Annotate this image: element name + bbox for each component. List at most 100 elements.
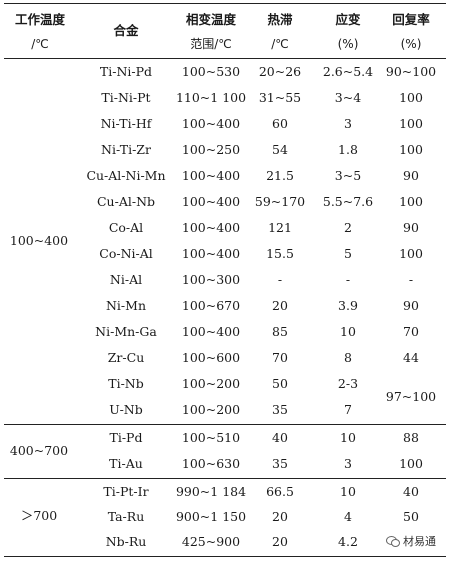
alloy-cell: Nb-Ru <box>105 534 147 549</box>
recovery-cell: 100 <box>399 142 423 157</box>
recovery-cell: 100 <box>399 456 423 471</box>
alloy-cell: Ti-Ni-Pt <box>101 90 151 105</box>
recovery-cell: 40 <box>403 484 419 499</box>
table-row: Ni-Mn-Ga 100~400 85 10 70 <box>0 319 450 345</box>
recovery-cell: 88 <box>403 430 419 445</box>
range-cell: 100~200 <box>181 402 241 417</box>
table-row: Co-Al 100~400 121 2 90 <box>0 215 450 241</box>
range-cell: 100~250 <box>181 142 241 157</box>
hysteresis-cell: 59~170 <box>254 194 306 209</box>
table-row: Ti-Pt-Ir 990~1 184 66.5 10 40 <box>0 479 450 505</box>
recovery-cell: 90 <box>403 220 419 235</box>
strain-cell: 10 <box>340 430 356 445</box>
group-label-over-700: ＞700 <box>20 508 58 523</box>
table-top-rule <box>4 3 446 4</box>
table-row: Ti-Au 100~630 35 3 100 <box>0 451 450 477</box>
strain-cell: 8 <box>344 350 352 365</box>
strain-cell: 1.8 <box>338 142 358 157</box>
range-cell: 100~400 <box>181 194 241 209</box>
header-strain-unit: (%) <box>337 37 359 51</box>
strain-cell: 2.6~5.4 <box>322 64 374 79</box>
range-cell: 100~400 <box>181 246 241 261</box>
hysteresis-cell: 15.5 <box>266 246 294 261</box>
range-cell: 425~900 <box>181 534 241 549</box>
hysteresis-cell: 21.5 <box>266 168 294 183</box>
range-cell: 100~400 <box>181 220 241 235</box>
hysteresis-cell: 35 <box>272 456 288 471</box>
strain-cell: 3 <box>344 456 352 471</box>
recovery-cell: 90~100 <box>385 64 437 79</box>
strain-cell: 4 <box>344 509 352 524</box>
alloy-cell: Ni-Mn <box>105 298 146 313</box>
table-row: Co-Ni-Al 100~400 15.5 5 100 <box>0 241 450 267</box>
recovery-cell: 100 <box>399 116 423 131</box>
alloy-cell: Zr-Cu <box>107 350 145 365</box>
strain-cell: 10 <box>340 484 356 499</box>
range-cell: 100~400 <box>181 116 241 131</box>
header-transition-range-unit: 范围/℃ <box>190 37 232 51</box>
header-working-temp: 工作温度 <box>14 12 65 27</box>
group-label-400-700: 400~700 <box>9 443 69 458</box>
table-row: Ni-Ti-Hf 100~400 60 3 100 <box>0 111 450 137</box>
merged-recovery-cell: 97~100 <box>385 389 437 404</box>
hysteresis-cell: 20 <box>272 534 288 549</box>
strain-cell: 2-3 <box>337 376 359 391</box>
hysteresis-cell: 70 <box>272 350 288 365</box>
range-cell: 100~300 <box>181 272 241 287</box>
recovery-cell: 90 <box>403 298 419 313</box>
table-row: Ti-Ni-Pt 110~1 100 31~55 3~4 100 <box>0 85 450 111</box>
strain-cell: 3 <box>344 116 352 131</box>
table-row: Ni-Ti-Zr 100~250 54 1.8 100 <box>0 137 450 163</box>
header-hysteresis-unit: /℃ <box>271 37 289 51</box>
alloy-cell: Co-Al <box>108 220 144 235</box>
alloy-cell: Ni-Al <box>109 272 143 287</box>
alloy-cell: Cu-Al-Ni-Mn <box>86 168 166 183</box>
alloy-cell: Ni-Ti-Hf <box>100 116 152 131</box>
table-row: Ti-Pd 100~510 40 10 88 <box>0 425 450 451</box>
range-cell: 110~1 100 <box>175 90 247 105</box>
group-rule <box>4 424 446 425</box>
table-row: Ni-Mn 100~670 20 3.9 90 <box>0 293 450 319</box>
recovery-cell: 50 <box>403 509 419 524</box>
watermark-text: 材易通 <box>403 535 436 548</box>
table-bottom-rule <box>4 556 446 557</box>
alloy-cell: Ti-Pd <box>109 430 143 445</box>
alloy-cell: Ti-Au <box>109 456 143 471</box>
alloy-cell: Ti-Pt-Ir <box>103 484 149 499</box>
header-alloy: 合金 <box>113 23 139 38</box>
hysteresis-cell: 20~26 <box>258 64 302 79</box>
hysteresis-cell: 20 <box>272 298 288 313</box>
strain-cell: 4.2 <box>338 534 358 549</box>
range-cell: 100~400 <box>181 168 241 183</box>
table-row: Cu-Al-Ni-Mn 100~400 21.5 3~5 90 <box>0 163 450 189</box>
range-cell: 100~600 <box>181 350 241 365</box>
hysteresis-cell: 121 <box>268 220 292 235</box>
recovery-cell: 70 <box>403 324 419 339</box>
range-cell: 990~1 184 <box>175 484 247 499</box>
table-row: Ti-Nb 100~200 50 2-3 <box>0 371 450 397</box>
hysteresis-cell: 20 <box>272 509 288 524</box>
strain-cell: 5 <box>344 246 352 261</box>
group-label-100-400: 100~400 <box>9 233 69 248</box>
range-cell: 100~670 <box>181 298 241 313</box>
header-recovery-unit: (%) <box>400 37 422 51</box>
strain-cell: 2 <box>344 220 352 235</box>
recovery-cell: 90 <box>403 168 419 183</box>
table-row: Ta-Ru 900~1 150 20 4 50 <box>0 504 450 530</box>
hysteresis-cell: 60 <box>272 116 288 131</box>
recovery-cell: - <box>408 272 414 287</box>
alloy-cell: Ti-Ni-Pd <box>99 64 153 79</box>
header-transition-range: 相变温度 <box>185 12 236 27</box>
hysteresis-cell: - <box>277 272 283 287</box>
hysteresis-cell: 35 <box>272 402 288 417</box>
alloy-cell: Cu-Al-Nb <box>96 194 156 209</box>
range-cell: 100~400 <box>181 324 241 339</box>
strain-cell: 3~4 <box>334 90 362 105</box>
header-working-temp-unit: /℃ <box>31 37 49 51</box>
strain-cell: 3.9 <box>338 298 358 313</box>
strain-cell: 7 <box>344 402 352 417</box>
recovery-cell: 100 <box>399 194 423 209</box>
hysteresis-cell: 40 <box>272 430 288 445</box>
header-recovery: 回复率 <box>392 12 430 27</box>
